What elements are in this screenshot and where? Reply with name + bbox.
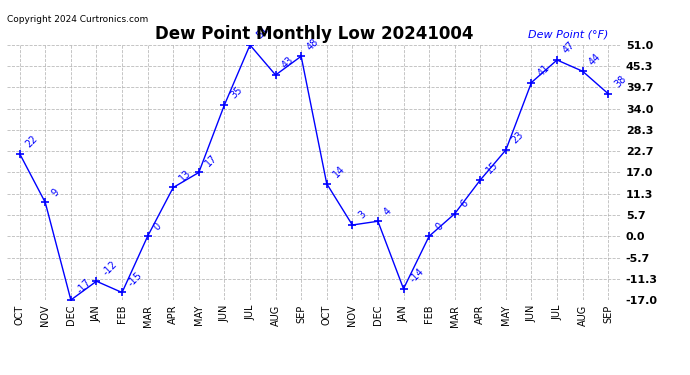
Text: 48: 48 — [305, 36, 321, 52]
Text: 47: 47 — [561, 40, 577, 56]
Text: 51: 51 — [254, 25, 270, 41]
Text: 44: 44 — [586, 51, 602, 67]
Text: -17: -17 — [75, 278, 93, 296]
Text: 23: 23 — [510, 130, 526, 146]
Text: 35: 35 — [228, 85, 244, 101]
Text: -12: -12 — [101, 259, 119, 277]
Text: 3: 3 — [357, 209, 368, 221]
Text: 41: 41 — [535, 63, 551, 78]
Text: 22: 22 — [24, 134, 40, 150]
Text: 9: 9 — [50, 187, 61, 198]
Text: 38: 38 — [612, 74, 628, 90]
Text: 43: 43 — [279, 55, 295, 71]
Title: Dew Point Monthly Low 20241004: Dew Point Monthly Low 20241004 — [155, 26, 473, 44]
Text: -14: -14 — [408, 266, 426, 285]
Text: 0: 0 — [433, 220, 444, 232]
Text: 17: 17 — [203, 153, 219, 168]
Text: Dew Point (°F): Dew Point (°F) — [529, 30, 609, 40]
Text: 13: 13 — [177, 168, 193, 183]
Text: 15: 15 — [484, 160, 500, 176]
Text: Copyright 2024 Curtronics.com: Copyright 2024 Curtronics.com — [7, 15, 148, 24]
Text: 14: 14 — [331, 164, 346, 180]
Text: 4: 4 — [382, 206, 393, 217]
Text: -15: -15 — [126, 270, 144, 288]
Text: 0: 0 — [152, 220, 164, 232]
Text: 6: 6 — [459, 198, 471, 210]
